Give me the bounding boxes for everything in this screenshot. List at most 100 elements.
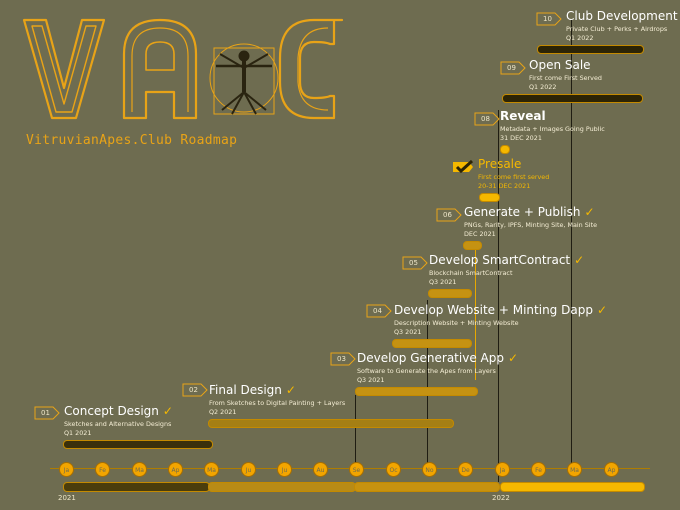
milestone-number: 09 <box>507 64 516 72</box>
milestone-number: 02 <box>189 386 198 394</box>
milestone-progress-bar <box>502 94 643 103</box>
milestone-progress-bar <box>355 387 478 396</box>
milestone-date: DEC 2021 <box>464 230 496 238</box>
milestone-title-row: Develop Generative App ✓ <box>357 351 518 365</box>
month-marker: Ja <box>495 462 510 477</box>
milestone-title: Club Development <box>566 9 678 23</box>
milestone-date: 20-31 DEC 2021 <box>478 182 531 190</box>
month-marker: Fe <box>531 462 546 477</box>
milestone-title-row: Concept Design ✓ <box>64 404 173 418</box>
milestone-title-row: Club Development <box>566 9 678 23</box>
milestone-date: Q3 2021 <box>429 278 457 286</box>
milestone-description: First come first served <box>478 173 550 181</box>
milestone-title-row: Develop Website + Minting Dapp ✓ <box>394 303 607 317</box>
checkmark-icon: ✓ <box>285 383 296 397</box>
milestone-number: 10 <box>543 15 552 23</box>
milestone-date: Q1 2022 <box>566 34 594 42</box>
logo-letter-a <box>122 18 198 120</box>
number-flag-icon <box>182 383 208 397</box>
checkmark-icon: ✓ <box>162 404 173 418</box>
milestone-date: Q3 2021 <box>394 328 422 336</box>
milestone-progress-bar <box>208 419 454 428</box>
milestone-description: PNGs, Rarity, IPFS, Minting Site, Main S… <box>464 221 598 229</box>
number-flag-icon <box>474 112 500 126</box>
month-marker: Ma <box>204 462 219 477</box>
milestone-progress-bar <box>63 440 213 449</box>
milestone-date: Q2 2021 <box>209 408 237 416</box>
number-flag-icon <box>402 256 428 270</box>
number-flag-icon <box>436 208 462 222</box>
milestone-description: Private Club + Perks + Airdrops <box>566 25 668 33</box>
today-line <box>498 110 499 482</box>
number-flag-icon <box>34 406 60 420</box>
milestone-number: 01 <box>41 409 50 417</box>
year-bar-2021-h1 <box>63 482 210 492</box>
month-marker: Se <box>349 462 364 477</box>
milestone-title-row: Generate + Publish ✓ <box>464 205 595 219</box>
logo-letter-v <box>22 18 106 120</box>
month-marker: Oc <box>386 462 401 477</box>
milestone-progress-bar <box>428 289 472 298</box>
milestone-progress-bar <box>537 45 644 54</box>
guide-line-ja <box>475 250 476 380</box>
month-marker: Fe <box>95 462 110 477</box>
checkmark-icon: ✓ <box>584 205 595 219</box>
number-flag-icon <box>330 352 356 366</box>
milestone-number: 06 <box>443 211 452 219</box>
milestone-description: First come First Served <box>529 74 602 82</box>
year-label-2021: 2021 <box>58 494 76 502</box>
checkmark-icon: ✓ <box>596 303 607 317</box>
milestone-title: Generate + Publish <box>464 205 581 219</box>
guide-line-se <box>355 395 356 470</box>
number-flag-icon <box>500 61 526 75</box>
milestone-title: Develop Generative App <box>357 351 504 365</box>
number-flag-icon <box>536 12 562 26</box>
milestone-description: Description Website + Minting Website <box>394 319 519 327</box>
milestone-title: Final Design <box>209 383 282 397</box>
milestone-progress-bar <box>500 145 510 154</box>
milestone-description: Sketches and Alternative Designs <box>64 420 172 428</box>
milestone-title-row: Open Sale <box>529 58 591 72</box>
milestone-title: Develop SmartContract <box>429 253 571 267</box>
milestone-title: Presale <box>478 157 522 171</box>
month-marker: Ap <box>604 462 619 477</box>
milestone-date: Q3 2021 <box>357 376 385 384</box>
milestone-number: 08 <box>481 115 490 123</box>
milestone-title-row: Reveal <box>500 109 546 123</box>
milestone-date: Q1 2021 <box>64 429 92 437</box>
milestone-date: Q1 2022 <box>529 83 557 91</box>
year-bar-2022 <box>500 482 645 492</box>
year-bar-2021-q3 <box>208 482 356 492</box>
milestone-progress-bar <box>463 241 482 250</box>
vitruvian-man-icon <box>209 43 279 115</box>
month-marker: Ja <box>59 462 74 477</box>
month-marker: Ma <box>567 462 582 477</box>
roadmap-title: VitruvianApes.Club Roadmap <box>26 133 238 148</box>
guide-line-ma <box>571 20 572 470</box>
month-marker: Ju <box>241 462 256 477</box>
milestone-title: Open Sale <box>529 58 591 72</box>
number-flag-icon <box>366 304 392 318</box>
month-marker: No <box>422 462 437 477</box>
checkbox-flag-icon <box>453 160 474 174</box>
milestone-number: 03 <box>337 355 346 363</box>
milestone-title-row: Develop SmartContract ✓ <box>429 253 584 267</box>
month-marker: Au <box>313 462 328 477</box>
vac-logo <box>22 18 344 120</box>
milestone-title-row: Final Design ✓ <box>209 383 296 397</box>
milestone-progress-bar <box>392 339 472 348</box>
year-bar-2021-q4 <box>354 482 500 492</box>
milestone-date: 31 DEC 2021 <box>500 134 542 142</box>
month-marker: Ju <box>277 462 292 477</box>
logo-letter-c <box>278 18 344 120</box>
milestone-title: Concept Design <box>64 404 159 418</box>
month-marker: Ap <box>168 462 183 477</box>
milestone-description: Software to Generate the Apes from Layer… <box>357 367 496 375</box>
milestone-number: 05 <box>409 259 418 267</box>
checkmark-icon: ✓ <box>574 253 585 267</box>
milestone-description: From Sketches to Digital Painting + Laye… <box>209 399 346 407</box>
milestone-title-row: Presale <box>478 157 521 171</box>
guide-line-no <box>427 300 428 470</box>
checkmark-icon: ✓ <box>507 351 519 365</box>
